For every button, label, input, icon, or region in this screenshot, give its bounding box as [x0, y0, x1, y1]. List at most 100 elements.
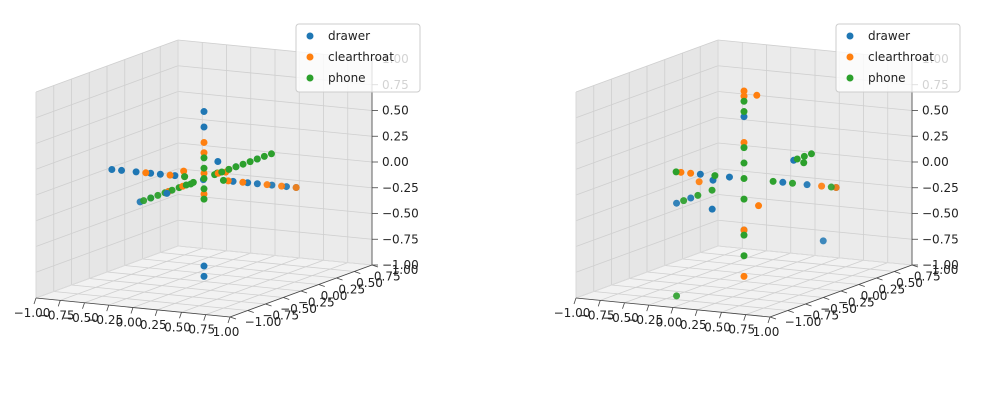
point-clearthroat: [740, 92, 748, 100]
point-clearthroat: [687, 169, 695, 177]
z-tick-label: 0.25: [382, 129, 409, 143]
legend-box: [295, 23, 421, 93]
point-phone: [740, 159, 748, 167]
x-tick-label: −0.75: [38, 308, 75, 322]
z-tick-label: 0.50: [922, 104, 949, 118]
grid-line: [205, 262, 348, 316]
point-phone: [800, 159, 808, 167]
point-phone: [147, 194, 155, 202]
grid-line: [721, 259, 864, 313]
grid-line: [35, 39, 179, 93]
y-tick-label: 0.50: [896, 276, 923, 290]
point-phone: [232, 163, 240, 171]
point-phone: [154, 191, 162, 199]
x-tick-label: −0.25: [626, 313, 663, 327]
point-phone: [800, 152, 808, 160]
y-tick: [876, 277, 883, 281]
point-phone: [200, 195, 208, 203]
y-tick-label: 0.25: [878, 283, 905, 297]
grid-line: [575, 142, 719, 196]
y-tick: [823, 297, 830, 300]
point-drawer: [687, 194, 695, 202]
legend-marker: [306, 32, 314, 40]
grid-line: [575, 65, 719, 119]
y-tick: [840, 290, 848, 294]
x-tick: [597, 300, 601, 307]
point-phone: [239, 160, 247, 168]
x-tick-label: −0.50: [602, 311, 639, 325]
x-tick-label: −1.00: [554, 306, 591, 320]
legend-marker: [846, 32, 854, 40]
x-tick-label: 0.25: [680, 318, 707, 332]
x-tick-label: 0.75: [728, 323, 755, 337]
y-tick: [247, 310, 254, 313]
x-tick: [670, 307, 674, 314]
point-clearthroat: [200, 190, 208, 198]
grid-line: [181, 259, 324, 313]
z-tick-label: −0.75: [382, 232, 419, 246]
point-clearthroat: [753, 91, 761, 99]
point-clearthroat: [292, 184, 300, 192]
y-tick: [300, 290, 308, 294]
y-tick-label: 0.75: [914, 270, 941, 284]
pane-edge: [717, 245, 913, 266]
point-clearthroat: [200, 169, 208, 177]
point-clearthroat: [740, 87, 748, 95]
x-tick: [57, 300, 61, 307]
point-phone: [807, 150, 815, 158]
point-clearthroat: [166, 171, 174, 179]
grid-line: [745, 262, 888, 316]
legend-label: phone: [328, 71, 366, 85]
x-tick: [743, 314, 747, 321]
x-tick-label: −1.00: [14, 306, 51, 320]
z-tick-label: −1.00: [382, 258, 419, 272]
y-tick-label: 0.00: [861, 289, 888, 303]
pane-edge: [575, 245, 719, 299]
grid-line: [35, 116, 179, 170]
grid-line: [177, 142, 373, 163]
z-tick-label: 0.00: [382, 155, 409, 169]
y-tick: [769, 316, 777, 320]
point-drawer: [696, 170, 704, 178]
legend-label: drawer: [868, 29, 910, 43]
grid-line: [177, 116, 373, 137]
point-phone: [200, 164, 208, 172]
point-drawer: [803, 181, 811, 189]
point-phone: [218, 168, 226, 176]
x-tick: [646, 304, 650, 312]
point-phone: [187, 180, 195, 188]
point-phone: [168, 186, 176, 194]
point-phone: [181, 173, 189, 181]
legend-label: clearthroat: [328, 50, 394, 64]
grid-line: [177, 91, 373, 111]
grid-line: [106, 271, 302, 292]
point-clearthroat: [755, 202, 763, 210]
x-tick: [203, 314, 207, 321]
z-tick-label: 0.50: [382, 104, 409, 118]
x-tick: [719, 312, 722, 319]
x-tick: [694, 309, 698, 317]
grid-line: [717, 116, 913, 137]
y-tick: [336, 277, 343, 281]
y-tick-label: 1.00: [392, 263, 419, 277]
pane-edge: [177, 245, 373, 266]
y-tick: [318, 284, 325, 287]
legend-marker: [846, 53, 854, 61]
x-tick: [227, 316, 231, 324]
z-tick-label: 0.00: [922, 155, 949, 169]
x-tick: [130, 307, 134, 314]
grid-line: [160, 252, 355, 272]
grid-line: [717, 142, 913, 163]
legend: drawer clearthroat phone: [295, 23, 421, 93]
y-tick: [787, 310, 794, 313]
x-tick-label: 0.25: [140, 318, 167, 332]
point-clearthroat: [239, 178, 247, 186]
grid-line: [575, 39, 719, 93]
z-tick-label: −0.50: [922, 207, 959, 221]
point-clearthroat: [740, 138, 748, 146]
point-phone: [225, 165, 233, 173]
y-tick-label: −0.25: [298, 296, 335, 310]
point-phone: [740, 97, 748, 105]
x-tick-label: 0.75: [188, 323, 215, 337]
